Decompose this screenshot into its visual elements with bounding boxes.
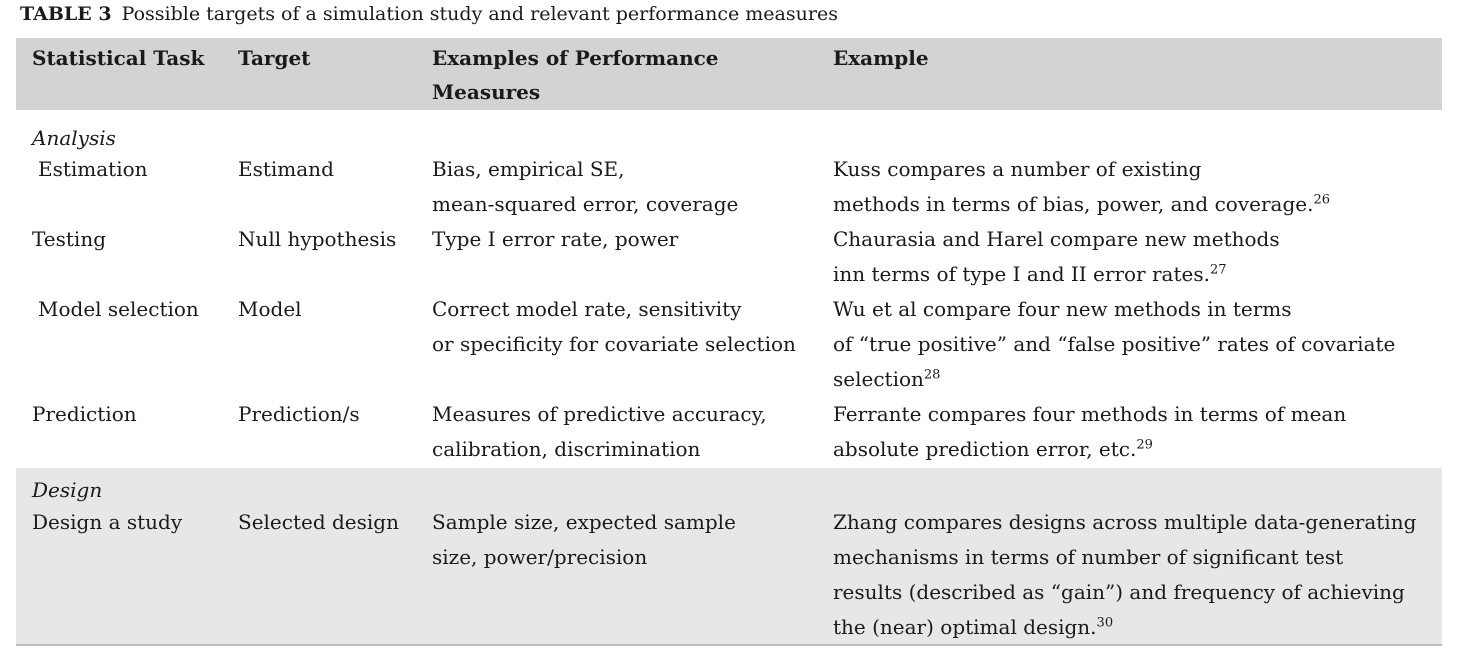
- header-cell: Target: [238, 46, 311, 70]
- cell-text: Prediction: [32, 402, 137, 426]
- cell-text: Wu et al compare four new methods in ter…: [833, 297, 1292, 321]
- cell-text: absolute prediction error, etc.: [833, 437, 1137, 461]
- cell-line: Testing: [32, 222, 106, 257]
- section-label: Analysis: [32, 126, 116, 150]
- cell-text: mean-squared error, coverage: [432, 192, 739, 216]
- cell-text: Selected design: [238, 510, 399, 534]
- reference: 30: [1096, 615, 1114, 631]
- bottom-rule: [16, 644, 1442, 646]
- cell-line: mechanisms in terms of number of signifi…: [833, 540, 1343, 575]
- cell-text: Estimand: [238, 157, 334, 181]
- caption: TABLE 3 Possible targets of a simulation …: [20, 2, 838, 26]
- cell-line: inn terms of type I and II error rates.2…: [833, 257, 1227, 292]
- cell-text: Chaurasia and Harel compare new methods: [833, 227, 1280, 251]
- reference: 26: [1313, 192, 1330, 208]
- cell-text: Zhang compares designs across multiple d…: [833, 510, 1417, 534]
- cell-text: Kuss compares a number of existing: [833, 157, 1202, 181]
- cell-text: results (described as “gain”) and freque…: [833, 580, 1405, 604]
- cell-line: Model: [238, 292, 302, 327]
- cell-line: mean-squared error, coverage: [432, 187, 738, 222]
- header-cell: Example: [833, 46, 929, 70]
- cell-line: Wu et al compare four new methods in ter…: [833, 292, 1292, 327]
- cell-line: Bias, empirical SE,: [432, 152, 625, 187]
- reference: 27: [1209, 262, 1227, 278]
- cell-line: Measures of predictive accuracy,: [432, 397, 767, 432]
- cell-line: Model selection: [38, 292, 199, 327]
- cell-text: Correct model rate, sensitivity: [432, 297, 742, 321]
- cell-line: Prediction: [32, 397, 137, 432]
- section-label: Design: [32, 478, 103, 502]
- header-cell: Examples of Performance: [432, 46, 719, 70]
- header-band: [16, 38, 1442, 110]
- cell-line: Type I error rate, power: [432, 222, 678, 257]
- cell-line: of “true positive” and “false positive” …: [833, 327, 1395, 362]
- cell-line: Prediction/s: [238, 397, 360, 432]
- cell-line: Null hypothesis: [238, 222, 396, 257]
- cell-line: size, power/precision: [432, 540, 647, 575]
- reference: 29: [1136, 437, 1153, 453]
- cell-line: or specificity for covariate selection: [432, 327, 796, 362]
- cell-text: Estimation: [38, 157, 148, 181]
- cell-line: Chaurasia and Harel compare new methods: [833, 222, 1280, 257]
- header-cell: Measures: [432, 80, 541, 104]
- cell-text: or specificity for covariate selection: [432, 332, 796, 356]
- cell-text: mechanisms in terms of number of signifi…: [833, 545, 1344, 569]
- cell-text: Ferrante compares four methods in terms …: [833, 402, 1347, 426]
- cell-line: Zhang compares designs across multiple d…: [833, 505, 1416, 540]
- cell-text: Model: [238, 297, 302, 321]
- cell-text: Prediction/s: [238, 402, 360, 426]
- cell-text: Null hypothesis: [238, 227, 397, 251]
- cell-line: methods in terms of bias, power, and cov…: [833, 187, 1330, 222]
- cell-text: Model selection: [38, 297, 199, 321]
- cell-line: results (described as “gain”) and freque…: [833, 575, 1405, 610]
- cell-line: Estimand: [238, 152, 334, 187]
- reference: 28: [923, 367, 941, 383]
- cell-text: Type I error rate, power: [432, 227, 679, 251]
- design-band: [16, 468, 1442, 644]
- cell-text: selection: [833, 367, 924, 391]
- cell-text: Measures of predictive accuracy,: [432, 402, 767, 426]
- cell-line: Sample size, expected sample: [432, 505, 736, 540]
- cell-text: Sample size, expected sample: [432, 510, 736, 534]
- cell-text: methods in terms of bias, power, and cov…: [833, 192, 1314, 216]
- cell-line: the (near) optimal design.30: [833, 610, 1113, 645]
- cell-line: Design a study: [32, 505, 182, 540]
- cell-line: Ferrante compares four methods in terms …: [833, 397, 1346, 432]
- header-cell: Statistical Task: [32, 46, 205, 70]
- cell-text: size, power/precision: [432, 545, 648, 569]
- cell-line: Selected design: [238, 505, 399, 540]
- cell-line: calibration, discrimination: [432, 432, 700, 467]
- cell-line: absolute prediction error, etc.29: [833, 432, 1153, 467]
- cell-line: Correct model rate, sensitivity: [432, 292, 741, 327]
- cell-text: the (near) optimal design.: [833, 615, 1097, 639]
- cell-text: calibration, discrimination: [432, 437, 701, 461]
- cell-text: Design a study: [32, 510, 183, 534]
- cell-line: Estimation: [38, 152, 148, 187]
- cell-text: Testing: [32, 227, 107, 251]
- cell-text: of “true positive” and “false positive” …: [833, 332, 1396, 356]
- cell-line: selection28: [833, 362, 940, 397]
- cell-text: inn terms of type I and II error rates.: [833, 262, 1210, 286]
- cell-text: Bias, empirical SE,: [432, 157, 625, 181]
- caption-text: Possible targets of a simulation study a…: [121, 3, 838, 25]
- caption-label: TABLE 3: [20, 3, 112, 25]
- cell-line: Kuss compares a number of existing: [833, 152, 1201, 187]
